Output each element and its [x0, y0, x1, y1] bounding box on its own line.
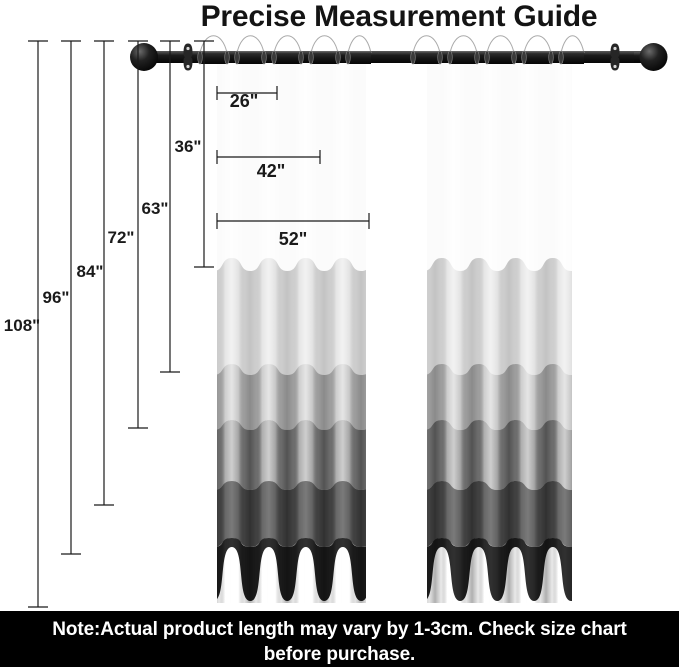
svg-text:52": 52" — [279, 229, 308, 249]
svg-text:96": 96" — [43, 288, 70, 307]
svg-text:42": 42" — [257, 161, 286, 181]
svg-text:84": 84" — [77, 262, 104, 281]
svg-text:26": 26" — [230, 91, 259, 111]
svg-text:72": 72" — [108, 228, 135, 247]
svg-text:36": 36" — [175, 137, 202, 156]
svg-text:108": 108" — [4, 316, 40, 335]
svg-text:63": 63" — [142, 199, 169, 218]
